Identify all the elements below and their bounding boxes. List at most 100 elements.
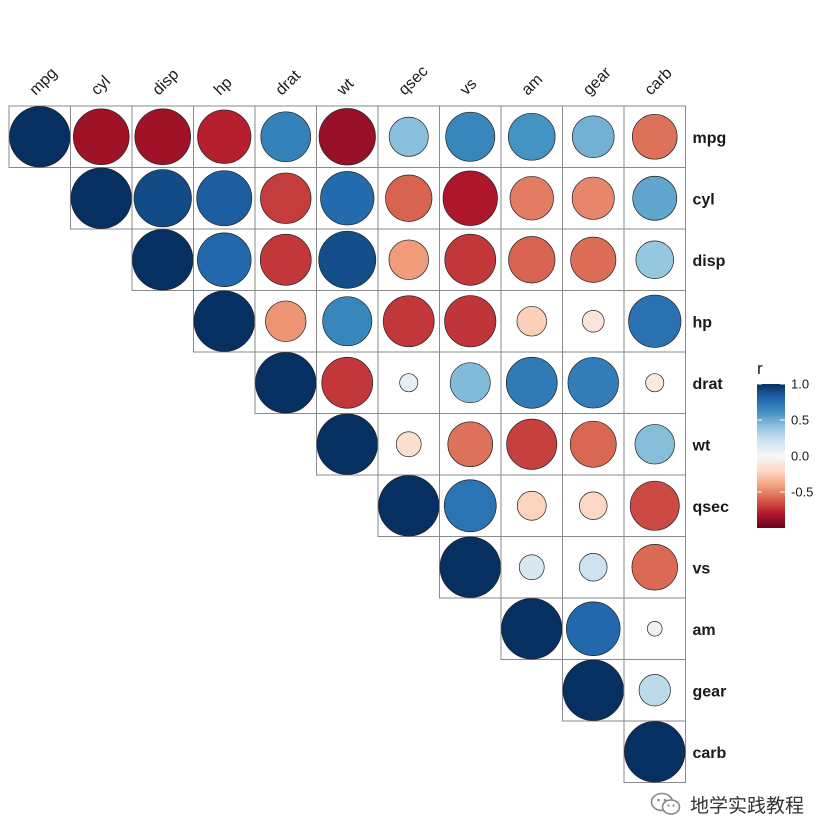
row-label-am: am — [693, 622, 716, 639]
circle-wt-gear — [569, 420, 617, 468]
circle-drat-vs — [449, 362, 491, 404]
row-label-disp: disp — [693, 253, 726, 270]
col-label-am: am — [519, 71, 547, 99]
circle-hp-vs — [444, 295, 497, 348]
legend-tick-label: 1.0 — [791, 377, 809, 392]
circle-drat-am — [505, 356, 558, 409]
circle-hp-carb — [628, 294, 682, 348]
circle-vs-carb — [631, 544, 678, 591]
circle-drat-drat — [255, 352, 317, 414]
col-label-mpg: mpg — [27, 65, 61, 99]
col-label-carb: carb — [642, 65, 676, 99]
circle-mpg-cyl — [73, 108, 130, 165]
legend-title: r — [757, 359, 763, 378]
circle-vs-am — [518, 554, 545, 581]
circle-vs-vs — [439, 536, 501, 598]
circle-mpg-gear — [571, 115, 615, 159]
watermark: 地学实践教程 — [650, 791, 804, 817]
circle-mpg-qsec — [388, 116, 429, 157]
circle-cyl-qsec — [385, 174, 433, 222]
col-label-hp: hp — [211, 74, 236, 99]
circle-carb-carb — [624, 721, 686, 783]
circle-qsec-qsec — [378, 475, 440, 537]
col-label-qsec: qsec — [396, 63, 432, 99]
col-label-drat: drat — [273, 67, 305, 99]
circle-mpg-drat — [260, 111, 312, 163]
row-label-hp: hp — [693, 314, 713, 331]
legend-tick-label: 0.5 — [791, 413, 809, 428]
watermark-text: 地学实践教程 — [690, 794, 805, 817]
circle-disp-drat — [259, 233, 312, 286]
row-label-drat: drat — [693, 376, 724, 393]
circle-mpg-wt — [318, 108, 376, 166]
circle-mpg-hp — [197, 109, 252, 164]
circle-qsec-am — [516, 490, 547, 521]
legend-ticks: 1.0 0.5 0.0 -0.5 — [757, 377, 813, 500]
circle-disp-am — [508, 236, 556, 284]
row-label-gear: gear — [693, 683, 727, 700]
circle-cyl-vs — [442, 170, 498, 226]
row-label-mpg: mpg — [693, 130, 727, 147]
col-label-cyl: cyl — [88, 73, 114, 99]
circle-cyl-wt — [320, 171, 375, 226]
circle-cyl-disp — [133, 169, 192, 228]
circle-cyl-cyl — [70, 167, 132, 229]
circle-mpg-am — [507, 112, 556, 161]
column-labels: mpg cyl disp hp drat wt qsec vs am gear carb — [27, 63, 676, 100]
circle-vs-gear — [579, 553, 608, 582]
circle-drat-wt — [321, 356, 374, 409]
circle-wt-vs — [447, 421, 494, 468]
circle-cyl-hp — [196, 170, 253, 227]
row-label-cyl: cyl — [693, 191, 715, 208]
circle-cyl-carb — [632, 175, 678, 221]
circle-disp-vs — [444, 233, 497, 286]
circle-qsec-gear — [579, 491, 608, 520]
circle-hp-gear — [581, 309, 605, 333]
circle-qsec-vs — [443, 479, 497, 533]
circle-cyl-gear — [571, 176, 615, 220]
circle-cyl-drat — [260, 172, 312, 224]
circle-cyl-am — [509, 176, 554, 221]
color-legend: r 1.0 0.5 0.0 -0.5 — [757, 359, 813, 528]
circle-am-gear — [566, 601, 621, 656]
row-label-carb: carb — [693, 745, 727, 762]
circle-gear-carb — [638, 674, 671, 707]
legend-tick-label: -0.5 — [791, 485, 813, 500]
circle-disp-qsec — [388, 239, 429, 280]
col-label-gear: gear — [580, 64, 615, 99]
circle-wt-carb — [634, 424, 675, 465]
circle-disp-disp — [132, 229, 194, 291]
circle-am-am — [501, 598, 563, 660]
wechat-icon — [650, 792, 681, 815]
circle-am-carb — [646, 620, 663, 637]
circle-mpg-vs — [445, 111, 496, 162]
circle-wt-wt — [316, 413, 378, 475]
legend-tick-label: 0.0 — [791, 449, 809, 464]
circle-drat-carb — [645, 373, 665, 393]
row-label-qsec: qsec — [693, 499, 730, 516]
circle-wt-am — [506, 418, 558, 470]
row-label-wt: wt — [692, 437, 711, 454]
circle-gear-gear — [562, 659, 624, 721]
circle-disp-gear — [570, 236, 617, 283]
circle-hp-wt — [322, 296, 373, 347]
circle-mpg-mpg — [9, 106, 71, 168]
col-label-wt: wt — [333, 75, 357, 99]
row-label-vs: vs — [693, 560, 711, 577]
circle-disp-carb — [635, 240, 674, 279]
circle-mpg-carb — [631, 113, 678, 160]
circle-mpg-disp — [134, 108, 191, 165]
matrix-cells — [8, 105, 686, 783]
row-labels: mpg cyl disp hp drat wt qsec vs am gear carb — [692, 130, 730, 762]
circle-qsec-carb — [629, 480, 680, 531]
circle-hp-qsec — [382, 295, 435, 348]
circle-hp-drat — [265, 300, 307, 342]
col-label-vs: vs — [457, 75, 480, 98]
circle-drat-gear — [567, 357, 619, 409]
circle-hp-am — [516, 306, 547, 337]
circle-disp-hp — [197, 232, 252, 287]
circle-disp-wt — [318, 230, 377, 289]
circle-wt-qsec — [395, 431, 422, 458]
circle-hp-hp — [193, 290, 255, 352]
